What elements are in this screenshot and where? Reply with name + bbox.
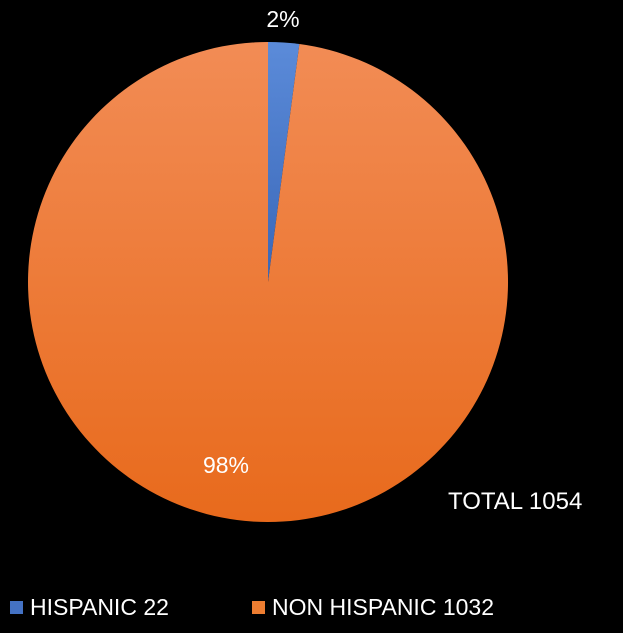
legend-swatch-non-hispanic (252, 601, 265, 614)
slice-labels: 2% 98% (203, 6, 300, 478)
pie-slice-hispanic (268, 42, 300, 282)
total-annotation: TOTAL 1054 (448, 488, 583, 515)
legend-label-non-hispanic: NON HISPANIC 1032 (272, 594, 494, 620)
legend-swatch-hispanic (10, 601, 23, 614)
slice-label-non-hispanic: 98% (203, 452, 249, 478)
legend-label-hispanic: HISPANIC 22 (30, 594, 169, 620)
slice-label-hispanic: 2% (266, 6, 299, 32)
legend-item-non-hispanic: NON HISPANIC 1032 (252, 594, 494, 621)
legend: HISPANIC 22 NON HISPANIC 1032 (0, 594, 623, 628)
legend-item-hispanic: HISPANIC 22 (10, 594, 169, 621)
pie-slices (28, 42, 509, 522)
pie-slice-non-hispanic (28, 42, 509, 522)
